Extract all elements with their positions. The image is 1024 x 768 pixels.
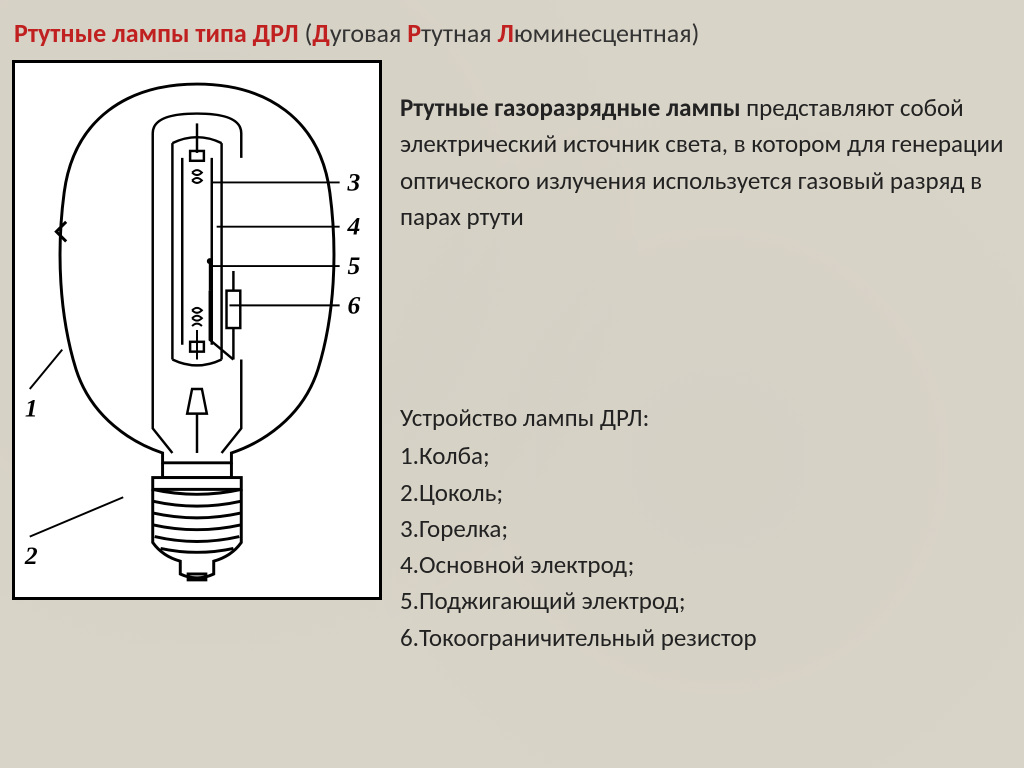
desc-lead: Ртутные газоразрядные лампы — [400, 92, 741, 123]
upper-electrode — [192, 170, 202, 183]
title-paren-open: ( — [299, 17, 313, 49]
callout-number: 1 — [25, 394, 38, 423]
parts-heading: Устройство лампы ДРЛ: — [400, 400, 1004, 436]
description-text: Ртутные газоразрядные лампы представляют… — [400, 90, 1004, 235]
parts-item: Цоколь; — [400, 475, 1004, 511]
parts-item: Горелка; — [400, 511, 1004, 547]
parts-item: Основной электрод; — [400, 547, 1004, 583]
parts-item: Токоограничительный резистор — [400, 620, 1004, 656]
title-w3-first: Л — [498, 17, 514, 49]
callout-number: 2 — [24, 541, 38, 570]
parts-item: Поджигающий электрод; — [400, 583, 1004, 619]
parts-list: Устройство лампы ДРЛ: Колба;Цоколь;Горел… — [400, 400, 1004, 656]
screw-base — [153, 478, 242, 580]
callout-line — [30, 350, 62, 389]
lamp-diagram: 3 4 5 6 1 2 — [12, 60, 382, 600]
bulb-neck — [163, 463, 232, 478]
arc-tube — [172, 123, 221, 365]
title-w1-rest: уговая — [330, 17, 407, 49]
callout-line — [30, 497, 123, 536]
callout-number: 3 — [347, 167, 361, 196]
parts-ol: Колба;Цоколь;Горелка;Основной электрод;П… — [400, 438, 1004, 656]
title-w3-rest: юминесцентная — [514, 17, 692, 49]
page-title: Ртутные лампы типа ДРЛ (Дуговая Ртутная … — [14, 18, 699, 49]
callout-number: 5 — [348, 251, 361, 280]
resistor — [227, 291, 241, 328]
lamp-svg: 3 4 5 6 1 2 — [15, 63, 379, 597]
title-main: Ртутные лампы типа ДРЛ — [14, 17, 299, 49]
title-paren-close: ) — [692, 17, 700, 49]
callout-number: 4 — [347, 212, 361, 241]
title-w2-first: Р — [407, 17, 421, 49]
parts-item: Колба; — [400, 438, 1004, 474]
support-frame — [56, 114, 241, 453]
title-w2-rest: тутная — [421, 17, 497, 49]
title-w1-first: Д — [312, 17, 330, 49]
callout-number: 6 — [348, 290, 361, 319]
